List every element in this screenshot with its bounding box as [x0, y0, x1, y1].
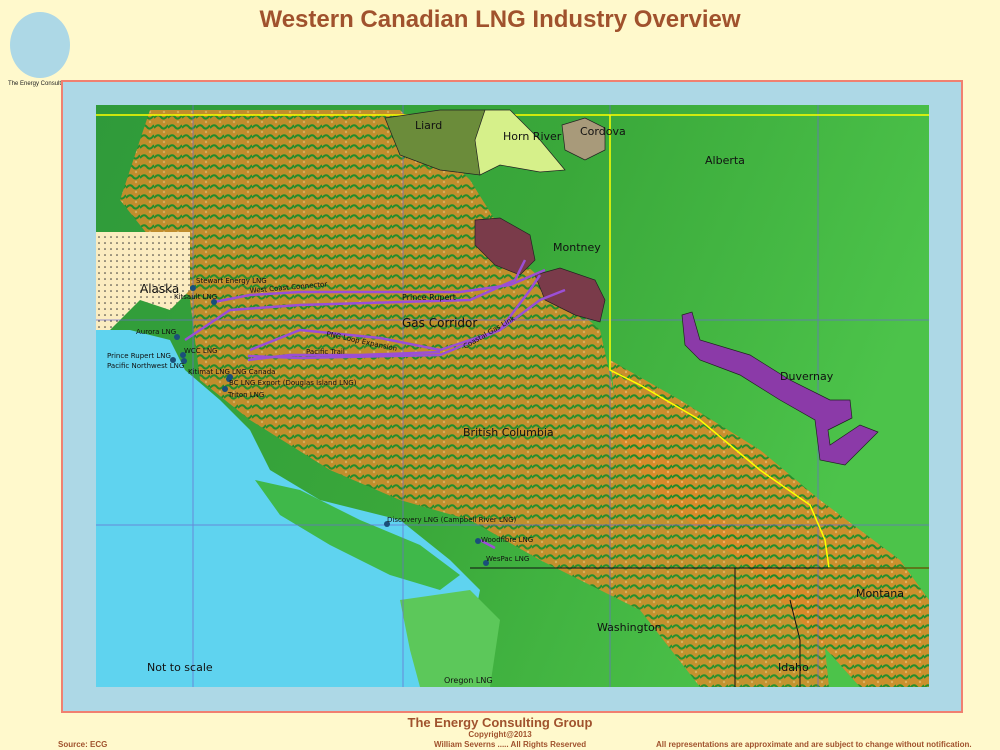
marker-discovery-lng [384, 521, 390, 527]
label-cordova: Cordova [580, 125, 626, 138]
label-duvernay: Duvernay [780, 370, 834, 383]
label-gas-corridor: Gas Corridor [402, 316, 477, 330]
label-prince-rupert-pipeline: Prince Rupert [402, 293, 456, 302]
label-washington: Washington [597, 621, 662, 634]
label-stewart-energy-lng: Stewart Energy LNG [196, 277, 267, 285]
label-prince-rupert-lng: Prince Rupert LNG [107, 352, 171, 360]
mountains-coast [120, 110, 829, 687]
marker-bc-lng-export [226, 376, 232, 382]
cordova-basin [561, 117, 606, 161]
label-montney: Montney [553, 241, 601, 254]
label-bc-lng-export: BC LNG Export (Douglas Island LNG) [229, 379, 357, 387]
marker-kitsault-lng [211, 299, 217, 305]
duvernay-play [681, 311, 879, 466]
montney-play-south [534, 267, 606, 323]
marker-wcc-lng [180, 352, 186, 358]
label-woodfibre-lng: Woodfibre LNG [481, 536, 533, 544]
footer-organization: The Energy Consulting Group [407, 715, 593, 730]
label-horn-river: Horn River [503, 130, 562, 143]
page-title: Western Canadian LNG Industry Overview [259, 6, 741, 33]
map: Liard Horn River Cordova Alberta Montney… [96, 105, 929, 687]
label-liard: Liard [415, 119, 442, 132]
label-kitsault-lng: Kitsault LNG [174, 293, 217, 301]
ecg-logo [10, 12, 70, 78]
label-british-columbia: British Columbia [463, 426, 554, 439]
label-idaho: Idaho [778, 661, 809, 674]
pipeline-prince-rupert [184, 259, 527, 342]
label-alberta: Alberta [705, 154, 745, 167]
us-border [470, 567, 929, 687]
marker-pacific-northwest-lng [181, 358, 187, 364]
label-aurora-lng: Aurora LNG [136, 328, 176, 336]
marker-aurora-lng [174, 334, 180, 340]
footer-source: Source: ECG [58, 740, 108, 749]
label-triton-lng: Triton LNG [227, 391, 264, 399]
label-lng-canada: LNG Canada [232, 368, 275, 376]
pipeline-west-coast-connector [213, 268, 546, 304]
pipeline-png-loop [249, 288, 566, 352]
footer-rights: William Severns ..... All Rights Reserve… [434, 740, 587, 749]
olympic-peninsula [400, 590, 500, 687]
marker-woodfibre-lng [475, 538, 481, 544]
marker-triton-lng [222, 386, 228, 392]
alaska-region [96, 232, 190, 330]
marker-prince-rupert-lng [170, 357, 176, 363]
label-kitimat-lng: Kitimat LNG [188, 368, 230, 376]
montney-play-north [474, 217, 536, 276]
footer-disclaimer: All representations are approximate and … [656, 740, 972, 749]
mountains-rockies [610, 360, 929, 687]
label-wespac-lng: WesPac LNG [486, 555, 529, 563]
vancouver-island [255, 480, 460, 590]
marker-wespac-lng [483, 560, 489, 566]
footer-copyright: Copyright@2013 [468, 730, 532, 739]
label-wcc-lng: WCC LNG [184, 347, 217, 355]
label-not-to-scale: Not to scale [147, 661, 213, 674]
horn-river-basin [474, 109, 566, 176]
logo-caption: The Energy Consulting Group [8, 81, 88, 87]
label-oregon-lng: Oregon LNG [444, 676, 493, 685]
marker-stewart-energy-lng [190, 285, 196, 291]
label-montana: Montana [856, 587, 904, 600]
label-pacific-trail: Pacific Trail [306, 348, 345, 356]
label-discovery-lng: Discovery LNG (Campbell River LNG) [387, 516, 517, 524]
label-alaska: Alaska [140, 282, 179, 296]
label-pacific-northwest-lng: Pacific Northwest LNG [107, 362, 184, 370]
pipeline-coastal-gas-link [247, 274, 542, 360]
pipeline-woodfibre [479, 538, 496, 550]
